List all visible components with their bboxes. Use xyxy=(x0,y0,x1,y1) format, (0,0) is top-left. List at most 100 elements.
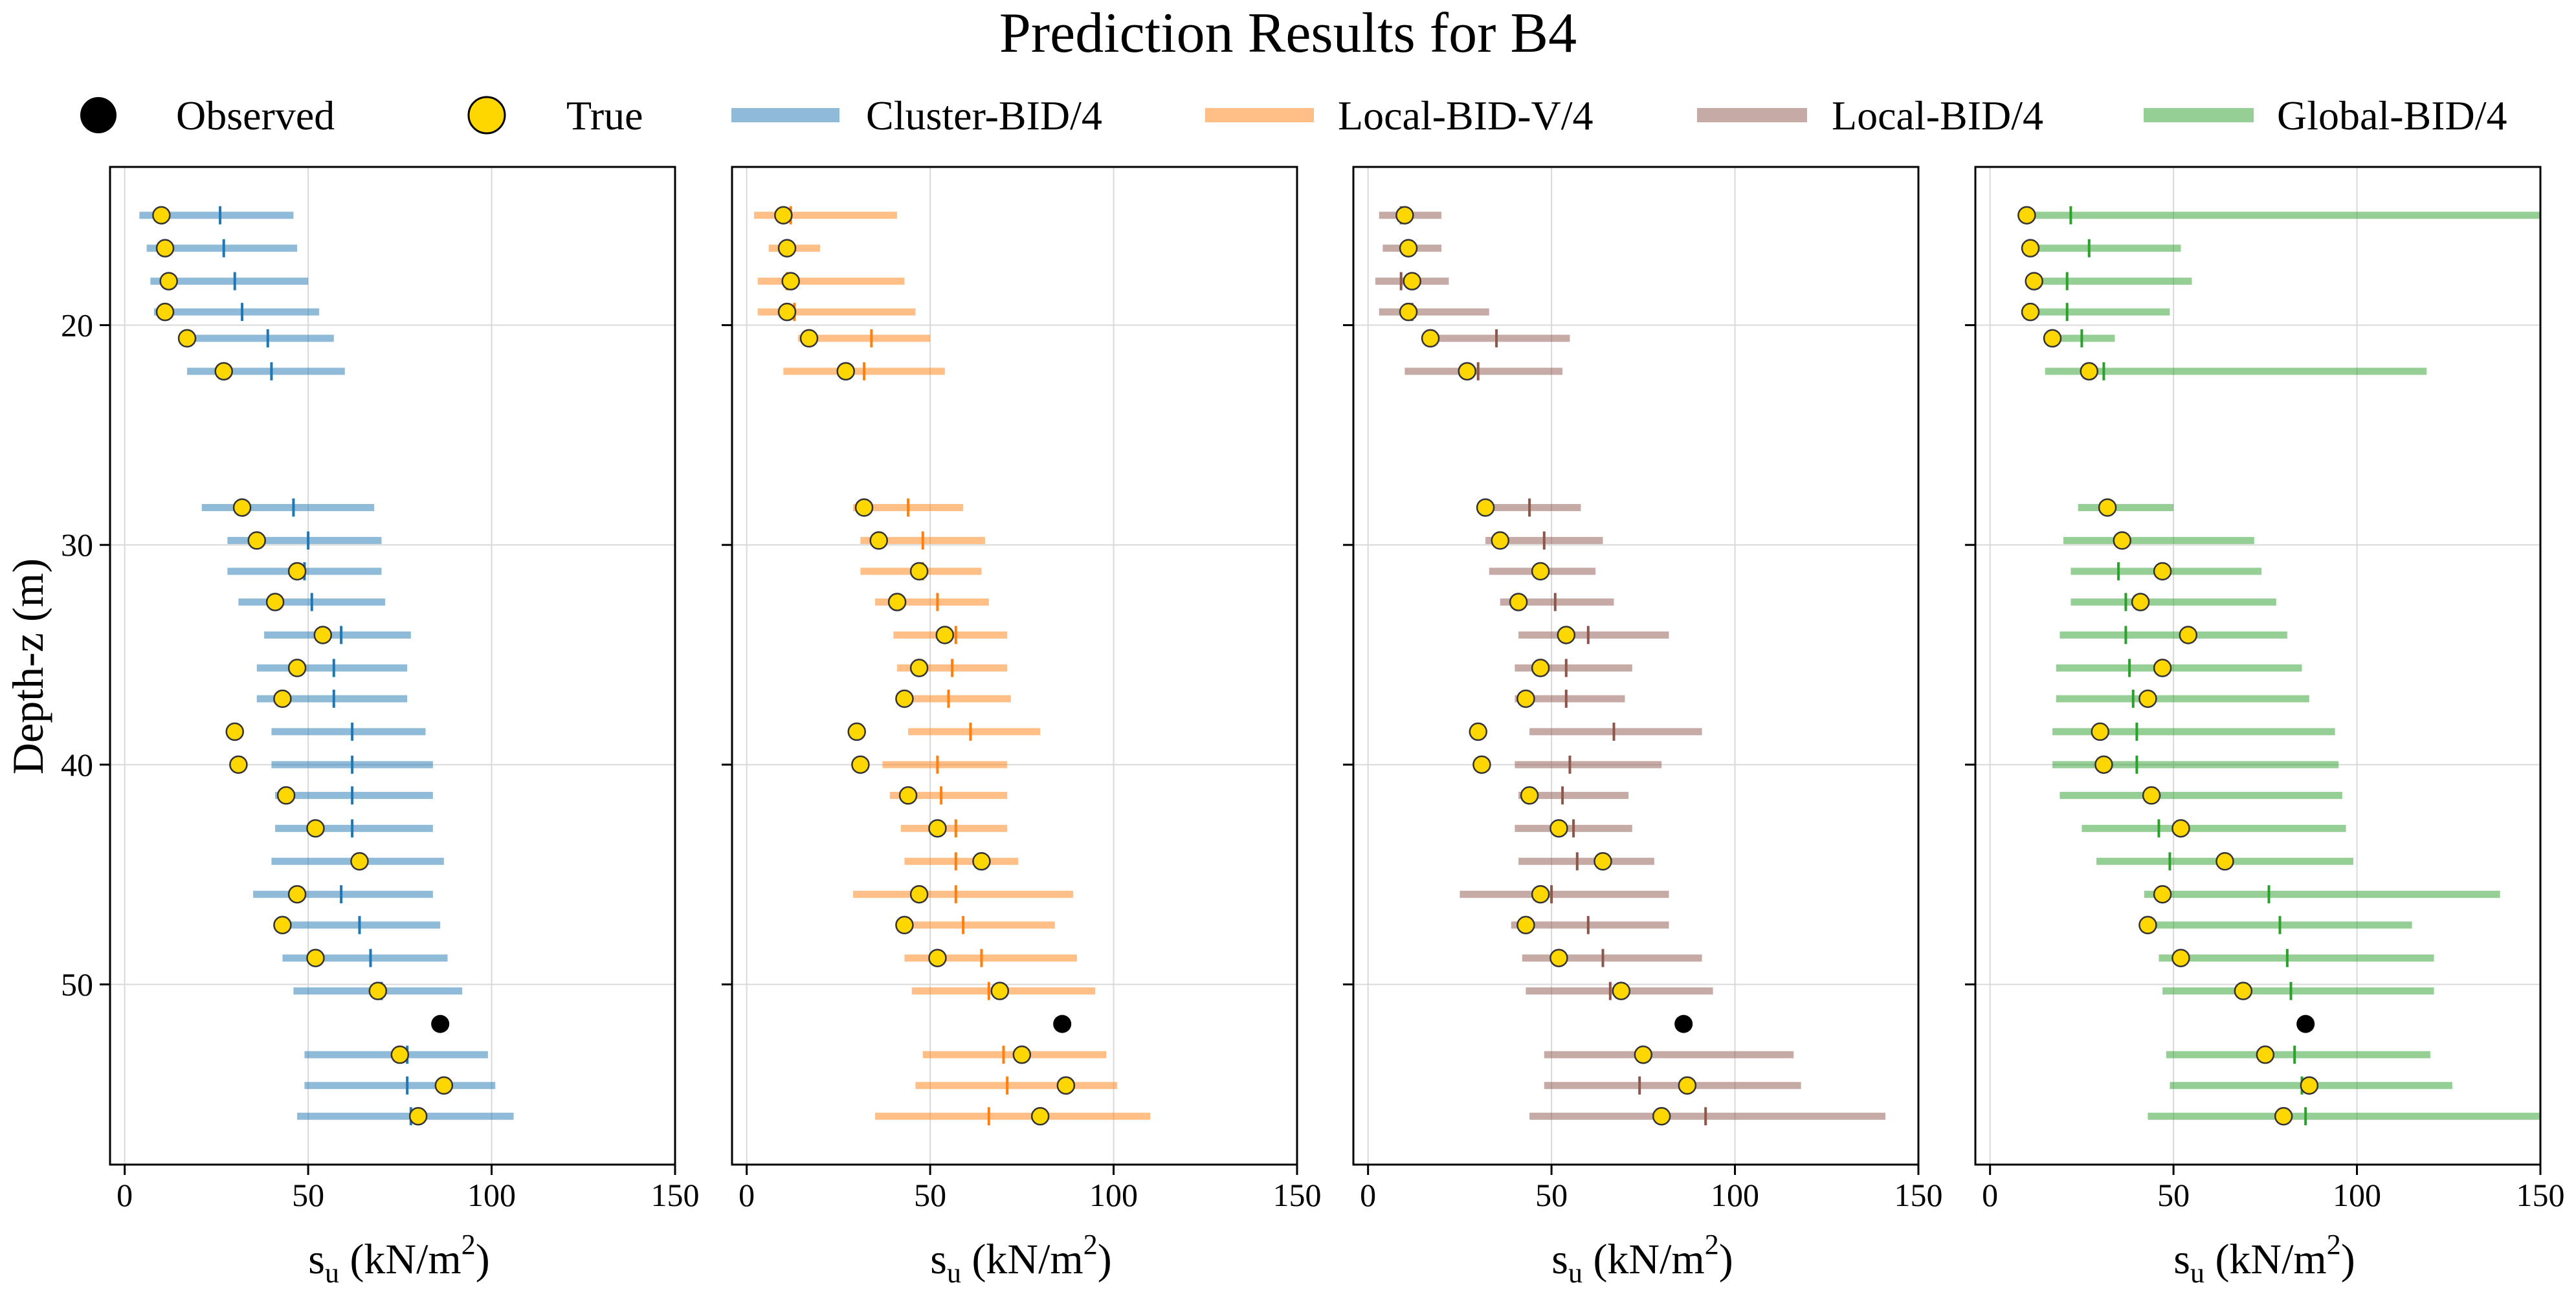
true-point xyxy=(1469,722,1487,741)
true-point xyxy=(2131,593,2150,611)
true-point xyxy=(159,272,178,291)
true-point xyxy=(1030,1107,1050,1126)
true-point xyxy=(287,884,307,904)
legend-label: Local-BID-V/4 xyxy=(1338,93,1593,138)
true-point xyxy=(2138,916,2157,935)
x-tick-label: 150 xyxy=(2516,1177,2565,1213)
true-point xyxy=(408,1107,428,1126)
x-tick-label: 100 xyxy=(1711,1177,1759,1213)
true-point xyxy=(928,949,947,967)
true-point xyxy=(2153,884,2172,904)
true-point xyxy=(2021,239,2040,258)
true-point xyxy=(287,562,307,581)
data-marks xyxy=(1375,206,1885,1126)
observed-point xyxy=(1674,1014,1693,1033)
true-point xyxy=(1012,1045,1032,1064)
true-point xyxy=(1593,852,1612,871)
true-point xyxy=(434,1076,454,1095)
legend-item-cluster-bid-4: Cluster-BID/4 xyxy=(731,93,1102,138)
true-point xyxy=(1516,689,1535,708)
observed-point xyxy=(1053,1014,1072,1033)
x-tick-label: 0 xyxy=(738,1177,755,1213)
true-point xyxy=(777,239,797,258)
chart-title: Prediction Results for B4 xyxy=(999,2,1577,65)
true-point xyxy=(2043,329,2062,348)
true-point xyxy=(836,362,855,381)
true-point xyxy=(2094,755,2113,774)
x-tick-label: 50 xyxy=(292,1177,324,1213)
true-point xyxy=(799,329,819,348)
y-tick-label: 30 xyxy=(61,527,93,563)
true-point xyxy=(1399,239,1418,258)
observed-point xyxy=(2296,1014,2315,1033)
true-point xyxy=(1652,1107,1671,1126)
y-axis-label: Depth-z (m) xyxy=(3,558,52,774)
true-point xyxy=(909,884,929,904)
true-point xyxy=(1472,755,1491,774)
y-tick-label: 50 xyxy=(61,966,93,1002)
x-axis-label: su (kN/m2) xyxy=(930,1229,1112,1289)
true-point xyxy=(225,722,244,741)
true-point xyxy=(1509,593,1528,611)
true-point xyxy=(895,916,914,935)
true-point xyxy=(990,981,1010,1000)
true-point xyxy=(1549,949,1568,967)
true-point xyxy=(2179,626,2198,644)
true-point xyxy=(774,206,793,225)
true-point xyxy=(1531,659,1550,677)
true-point xyxy=(972,852,991,871)
true-point xyxy=(2080,362,2098,381)
true-point xyxy=(177,329,197,348)
x-tick-label: 50 xyxy=(2157,1177,2190,1213)
true-point xyxy=(2171,819,2190,838)
true-point xyxy=(265,593,285,611)
legend-item-observed: Observed xyxy=(80,93,335,138)
true-point xyxy=(781,272,800,291)
true-point xyxy=(2300,1076,2319,1095)
data-marks xyxy=(2017,206,2540,1126)
x-tick-label: 150 xyxy=(1273,1177,1322,1213)
true-point xyxy=(306,949,325,967)
true-point xyxy=(2171,949,2190,967)
true-point xyxy=(350,852,369,871)
x-tick-label: 50 xyxy=(1535,1177,1568,1213)
true-point xyxy=(1403,272,1421,291)
legend-item-local-bid-v-4: Local-BID-V/4 xyxy=(1205,93,1593,138)
legend-label: True xyxy=(566,93,643,138)
true-point xyxy=(155,239,175,258)
true-point xyxy=(909,659,929,677)
true-point xyxy=(777,302,797,322)
true-point xyxy=(2153,659,2172,677)
x-tick-label: 150 xyxy=(1894,1177,1943,1213)
true-point xyxy=(909,562,929,581)
axes-frame xyxy=(1352,166,1920,1166)
panel-local-bid-4: 0 50 100 150 su (kN/m2) xyxy=(1343,166,1943,1289)
true-point xyxy=(1557,626,1576,644)
true-point xyxy=(313,626,333,644)
legend-item-local-bid-4: Local-BID/4 xyxy=(1697,93,2043,138)
true-point xyxy=(155,302,175,322)
x-axis-label: su (kN/m2) xyxy=(1551,1229,1733,1289)
true-point xyxy=(273,689,292,708)
legend-label: Global-BID/4 xyxy=(2277,93,2507,138)
true-point xyxy=(1520,786,1539,805)
true-point xyxy=(1458,362,1476,381)
legend-marker xyxy=(467,96,506,135)
true-point xyxy=(2274,1107,2293,1126)
true-point xyxy=(214,362,233,381)
axes-frame xyxy=(1974,166,2542,1166)
legend-marker xyxy=(80,97,117,133)
true-point xyxy=(1634,1045,1653,1064)
true-point xyxy=(1531,884,1550,904)
true-point xyxy=(247,531,267,550)
true-point xyxy=(2025,272,2043,291)
true-point xyxy=(2017,206,2036,225)
x-tick-label: 0 xyxy=(1982,1177,1998,1213)
x-tick-label: 100 xyxy=(1089,1177,1138,1213)
true-point xyxy=(895,689,914,708)
true-point xyxy=(1531,562,1550,581)
true-point xyxy=(306,819,325,838)
true-point xyxy=(928,819,947,838)
data-marks xyxy=(139,206,514,1126)
